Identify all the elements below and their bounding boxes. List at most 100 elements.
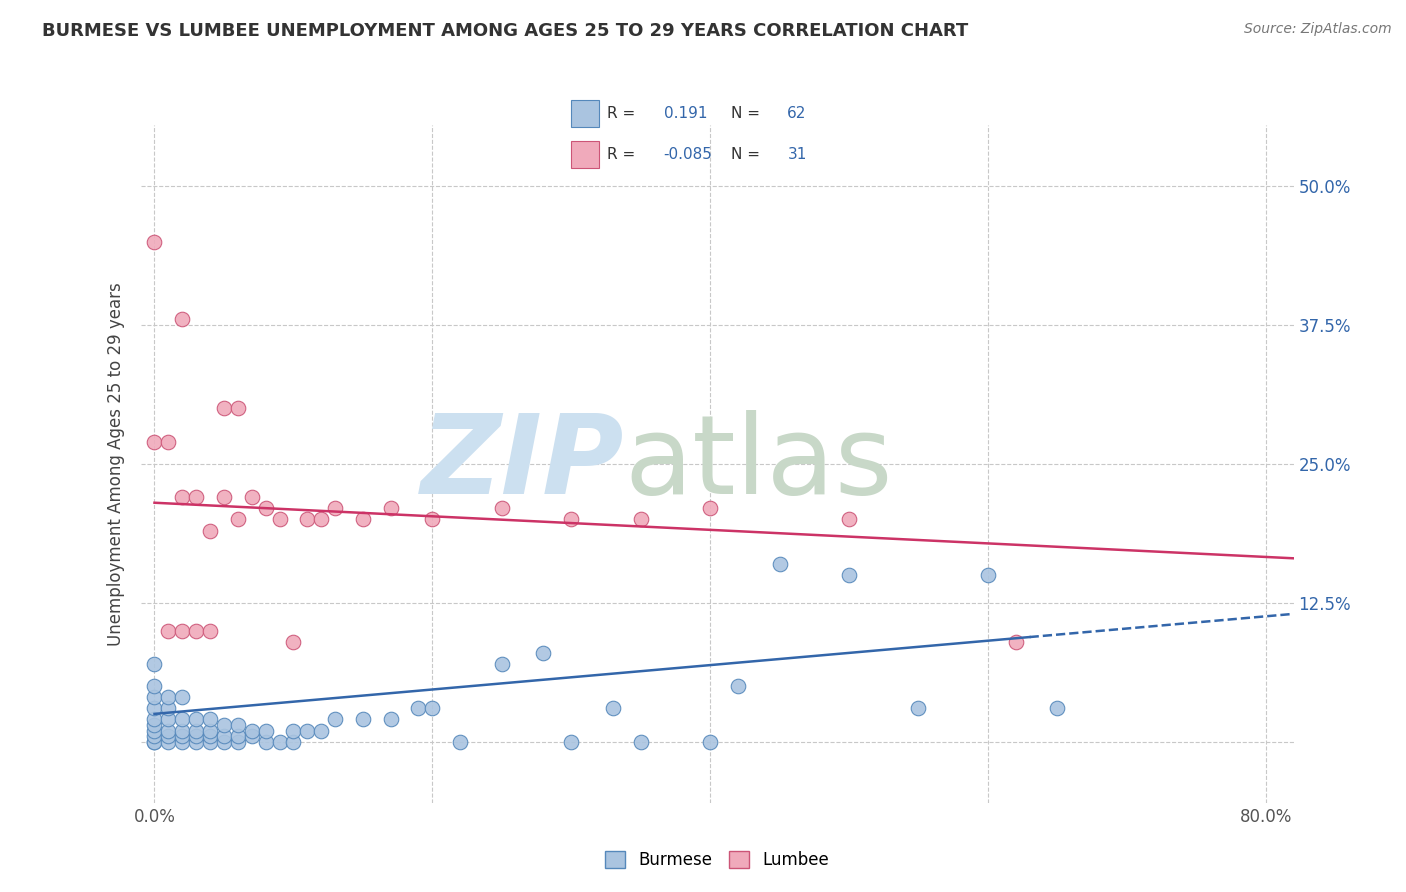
Point (157, 713, 180, 727)
Text: 62: 62 (787, 106, 807, 120)
Text: Source: ZipAtlas.com: Source: ZipAtlas.com (1244, 22, 1392, 37)
Point (186, 713, 208, 727)
Text: R =: R = (607, 106, 636, 120)
Point (323, 501, 346, 516)
Point (240, 723, 263, 738)
Point (143, 701, 166, 715)
Point (143, 729, 166, 743)
Point (186, 723, 208, 738)
Point (157, 690, 180, 705)
Point (380, 713, 402, 727)
Point (838, 568, 860, 582)
Text: BURMESE VS LUMBEE UNEMPLOYMENT AMONG AGES 25 TO 29 YEARS CORRELATION CHART: BURMESE VS LUMBEE UNEMPLOYMENT AMONG AGE… (42, 22, 969, 40)
Point (449, 734, 471, 748)
Point (212, 401, 235, 416)
Point (198, 729, 221, 743)
Text: 0.191: 0.191 (664, 106, 707, 120)
Point (143, 235, 166, 249)
Point (143, 657, 166, 671)
Point (283, 634, 305, 648)
Text: atlas: atlas (624, 410, 893, 517)
Point (309, 512, 332, 526)
Text: 31: 31 (787, 147, 807, 161)
Point (699, 501, 721, 516)
Point (212, 718, 235, 732)
Text: ZIP: ZIP (422, 410, 624, 517)
Point (977, 568, 1000, 582)
Point (186, 729, 208, 743)
Bar (571, 100, 599, 127)
Point (226, 734, 249, 748)
Point (198, 734, 221, 748)
Legend: Burmese, Lumbee: Burmese, Lumbee (599, 845, 835, 876)
Point (254, 501, 277, 516)
Point (143, 679, 166, 693)
Point (226, 512, 249, 526)
Point (491, 501, 513, 516)
Point (172, 723, 194, 738)
Point (727, 679, 749, 693)
Text: R =: R = (607, 147, 636, 161)
Text: N =: N = (731, 106, 761, 120)
Point (143, 690, 166, 705)
Point (240, 490, 263, 504)
Point (143, 434, 166, 449)
Point (560, 512, 582, 526)
Point (143, 718, 166, 732)
Point (309, 723, 332, 738)
Point (212, 734, 235, 748)
Point (1046, 701, 1069, 715)
Point (186, 734, 208, 748)
Point (143, 734, 166, 748)
Point (630, 734, 652, 748)
Point (212, 729, 235, 743)
Point (380, 501, 402, 516)
Point (283, 734, 305, 748)
Point (602, 701, 624, 715)
Point (352, 512, 374, 526)
Point (838, 512, 860, 526)
Point (143, 734, 166, 748)
Point (491, 657, 513, 671)
Point (420, 701, 443, 715)
Point (699, 734, 721, 748)
Point (172, 312, 194, 326)
Point (143, 723, 166, 738)
Point (226, 718, 249, 732)
Text: N =: N = (731, 147, 761, 161)
Point (533, 646, 555, 660)
Point (157, 434, 180, 449)
Point (1004, 634, 1026, 648)
Point (420, 512, 443, 526)
Point (198, 713, 221, 727)
Point (157, 729, 180, 743)
Point (157, 624, 180, 638)
Text: -0.085: -0.085 (664, 147, 713, 161)
Point (172, 690, 194, 705)
Point (198, 624, 221, 638)
Point (254, 734, 277, 748)
Point (768, 557, 790, 571)
Point (269, 734, 291, 748)
Point (269, 512, 291, 526)
Point (226, 729, 249, 743)
Point (186, 490, 208, 504)
Point (186, 624, 208, 638)
Point (143, 713, 166, 727)
Point (283, 723, 305, 738)
Point (172, 729, 194, 743)
Point (560, 734, 582, 748)
Point (172, 734, 194, 748)
Y-axis label: Unemployment Among Ages 25 to 29 years: Unemployment Among Ages 25 to 29 years (107, 282, 125, 646)
Point (297, 723, 319, 738)
Point (240, 729, 263, 743)
Point (323, 713, 346, 727)
Point (157, 734, 180, 748)
Point (630, 512, 652, 526)
Point (172, 713, 194, 727)
Point (254, 723, 277, 738)
Point (408, 701, 430, 715)
Point (352, 713, 374, 727)
Point (226, 401, 249, 416)
Point (157, 701, 180, 715)
